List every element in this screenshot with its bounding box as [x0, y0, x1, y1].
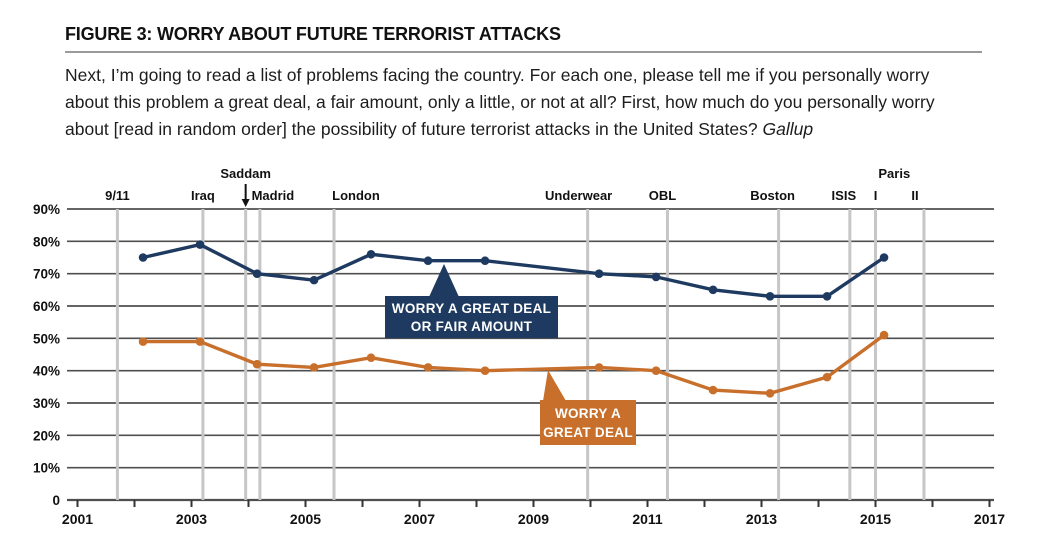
- data-point-worry-a-great-deal: [651, 366, 661, 375]
- x-axis-label: 2011: [632, 511, 663, 527]
- data-point-worry-a-great-deal: [195, 337, 205, 346]
- event-label-isis: ISIS: [832, 188, 857, 203]
- y-axis-label: 0: [52, 493, 60, 508]
- data-point-worry-a-great-deal: [423, 363, 433, 372]
- data-point-worry-a-great-deal-or-fair-amount: [879, 253, 889, 262]
- x-axis-label: 2003: [176, 511, 207, 527]
- data-point-worry-a-great-deal: [309, 363, 319, 372]
- x-axis-label: 2001: [62, 511, 93, 527]
- y-axis-label: 80%: [33, 234, 60, 249]
- data-point-worry-a-great-deal-or-fair-amount: [252, 269, 262, 278]
- x-axis-label: 2009: [518, 511, 549, 527]
- callout-text: WORRY A: [555, 406, 621, 421]
- event-label-paris: Paris: [878, 166, 910, 181]
- event-label-iraq: Iraq: [191, 188, 215, 203]
- event-label-underwear: Underwear: [545, 188, 612, 203]
- data-point-worry-a-great-deal-or-fair-amount: [480, 256, 490, 266]
- x-axis-label: 2005: [290, 511, 321, 527]
- callout-pointer: [429, 264, 459, 297]
- data-point-worry-a-great-deal-or-fair-amount: [651, 272, 661, 282]
- title-divider: [65, 51, 982, 53]
- data-point-worry-a-great-deal: [480, 366, 490, 375]
- x-axis-label: 2007: [404, 511, 435, 527]
- event-label-ii: II: [911, 188, 918, 203]
- data-point-worry-a-great-deal-or-fair-amount: [309, 275, 319, 285]
- figure-title: FIGURE 3: WORRY ABOUT FUTURE TERRORIST A…: [65, 24, 561, 44]
- y-axis-label: 30%: [33, 396, 60, 411]
- series-line-worry-a-great-deal-or-fair-amount: [142, 242, 886, 298]
- survey-question-text: Next, I’m going to read a list of proble…: [65, 62, 977, 143]
- data-point-worry-a-great-deal: [594, 363, 604, 372]
- data-point-worry-a-great-deal-or-fair-amount: [822, 292, 832, 301]
- x-axis-label: 2015: [860, 511, 891, 527]
- event-label-london: London: [332, 188, 380, 203]
- data-point-worry-a-great-deal-or-fair-amount: [765, 292, 775, 301]
- callout-text: GREAT DEAL: [543, 425, 633, 440]
- event-label-obl: OBL: [649, 188, 677, 203]
- data-point-worry-a-great-deal-or-fair-amount: [708, 285, 718, 295]
- callout-text: WORRY A GREAT DEAL: [392, 301, 551, 316]
- y-axis-label: 10%: [33, 461, 60, 476]
- y-axis-label: 60%: [33, 299, 60, 314]
- data-point-worry-a-great-deal-or-fair-amount: [594, 269, 604, 278]
- callout-box-worry-a-great-deal-or-fair-amount: [385, 296, 558, 338]
- y-axis-label: 50%: [33, 331, 60, 346]
- event-label-saddam: Saddam: [220, 166, 271, 181]
- data-point-worry-a-great-deal: [822, 372, 832, 382]
- data-point-worry-a-great-deal-or-fair-amount: [366, 249, 376, 259]
- data-point-worry-a-great-deal: [366, 353, 376, 363]
- data-point-worry-a-great-deal-or-fair-amount: [423, 256, 433, 266]
- down-arrow-icon: [241, 199, 250, 207]
- data-point-worry-a-great-deal: [708, 385, 718, 395]
- data-point-worry-a-great-deal: [765, 389, 775, 398]
- x-axis-label: 2017: [974, 511, 1005, 527]
- callout-box-worry-a-great-deal: [540, 400, 636, 445]
- y-axis-label: 20%: [33, 428, 60, 443]
- x-axis-label: 2013: [746, 511, 777, 527]
- event-label-madrid: Madrid: [252, 188, 295, 203]
- y-axis-label: 90%: [33, 202, 60, 217]
- data-point-worry-a-great-deal-or-fair-amount: [195, 240, 205, 249]
- callout-pointer: [543, 370, 566, 401]
- event-label-9-11: 9/11: [105, 188, 130, 203]
- data-point-worry-a-great-deal: [138, 337, 148, 346]
- y-axis-label: 70%: [33, 267, 60, 282]
- y-axis-label: 40%: [33, 364, 60, 379]
- data-point-worry-a-great-deal-or-fair-amount: [138, 253, 148, 262]
- data-point-worry-a-great-deal: [252, 359, 262, 369]
- data-point-worry-a-great-deal: [879, 330, 889, 340]
- event-label-i: I: [874, 188, 878, 203]
- callout-text: OR FAIR AMOUNT: [411, 319, 533, 334]
- source-label: Gallup: [762, 119, 814, 139]
- event-label-boston: Boston: [750, 188, 795, 203]
- survey-question: Next, I’m going to read a list of proble…: [65, 65, 935, 139]
